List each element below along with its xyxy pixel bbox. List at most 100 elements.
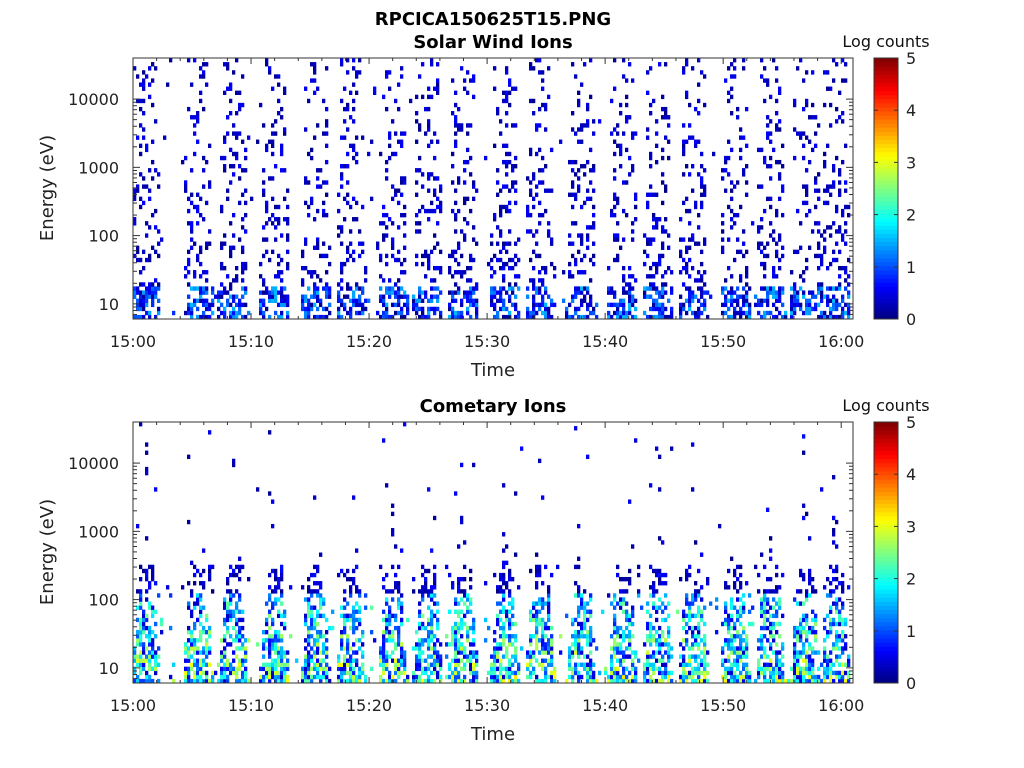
spectrogram-cell bbox=[427, 617, 431, 623]
spectrogram-cell bbox=[202, 629, 206, 635]
spectrogram-cell bbox=[457, 176, 461, 181]
spectrogram-cell bbox=[619, 245, 623, 250]
spectrogram-cell bbox=[493, 302, 497, 308]
spectrogram-cell bbox=[829, 86, 833, 91]
spectrogram-cell bbox=[778, 176, 782, 181]
spectrogram-cell bbox=[199, 261, 203, 267]
spectrogram-cell bbox=[805, 302, 809, 308]
spectrogram-cell bbox=[814, 221, 818, 226]
spectrogram-cell bbox=[193, 601, 197, 606]
spectrogram-cell bbox=[772, 666, 776, 672]
spectrogram-cell bbox=[205, 629, 209, 635]
spectrogram-cell bbox=[340, 568, 344, 574]
spectrogram-cell bbox=[157, 306, 161, 312]
spectrogram-cell bbox=[208, 184, 212, 189]
spectrogram-cell bbox=[463, 654, 467, 659]
spectrogram-cell bbox=[778, 172, 782, 177]
spectrogram-cell bbox=[457, 314, 461, 320]
spectrogram-cell bbox=[280, 278, 284, 283]
spectrogram-cell bbox=[736, 237, 740, 242]
spectrogram-cell bbox=[655, 572, 659, 578]
spectrogram-cell bbox=[577, 670, 581, 676]
spectrogram-cell bbox=[433, 650, 437, 655]
spectrogram-cell bbox=[583, 609, 587, 614]
spectrogram-cell bbox=[778, 86, 782, 91]
spectrogram-cell bbox=[379, 253, 383, 259]
spectrogram-cell bbox=[730, 94, 734, 100]
spectrogram-cell bbox=[310, 678, 314, 684]
spectrogram-cell bbox=[694, 670, 698, 676]
spectrogram-cell bbox=[268, 678, 272, 684]
spectrogram-cell bbox=[805, 589, 809, 594]
spectrogram-cell bbox=[508, 82, 512, 87]
spectrogram-cell bbox=[397, 642, 401, 647]
spectrogram-cell bbox=[244, 212, 248, 218]
spectrogram-cell bbox=[142, 82, 146, 87]
spectrogram-cell bbox=[352, 495, 356, 500]
spectrogram-cell bbox=[703, 306, 707, 312]
spectrogram-cell bbox=[631, 286, 635, 291]
spectrogram-cell bbox=[649, 666, 653, 672]
spectrogram-cell bbox=[724, 674, 728, 680]
spectrogram-cell bbox=[199, 662, 203, 667]
spectrogram-cell bbox=[505, 159, 509, 165]
spectrogram-cell bbox=[757, 241, 761, 246]
spectrogram-cell bbox=[517, 666, 521, 672]
spectrogram-cell bbox=[250, 196, 254, 202]
spectrogram-cell bbox=[697, 212, 701, 218]
spectrogram-cell bbox=[574, 638, 578, 643]
spectrogram-cell bbox=[184, 658, 188, 663]
spectrogram-cell bbox=[793, 625, 797, 631]
spectrogram-cell bbox=[274, 572, 278, 578]
spectrogram-cell bbox=[184, 184, 188, 189]
spectrogram-cell bbox=[667, 642, 671, 647]
spectrogram-cell bbox=[766, 123, 770, 128]
spectrogram-cell bbox=[190, 666, 194, 672]
spectrogram-cell bbox=[589, 298, 593, 303]
spectrogram-cell bbox=[307, 310, 311, 316]
spectrogram-cell bbox=[631, 164, 635, 169]
spectrogram-cell bbox=[475, 282, 479, 287]
spectrogram-cell bbox=[397, 597, 401, 602]
spectrogram-cell bbox=[385, 589, 389, 594]
spectrogram-cell bbox=[436, 674, 440, 680]
spectrogram-cell bbox=[772, 634, 776, 639]
spectrogram-cell bbox=[613, 212, 617, 218]
spectrogram-cell bbox=[502, 483, 506, 488]
spectrogram-cell bbox=[202, 568, 206, 574]
spectrogram-cell bbox=[205, 314, 209, 320]
spectrogram-cell bbox=[613, 621, 617, 627]
spectrogram-cell bbox=[826, 265, 830, 271]
spectrogram-cell bbox=[691, 290, 695, 295]
spectrogram-cell bbox=[745, 662, 749, 667]
spectrogram-cell bbox=[199, 294, 203, 299]
spectrogram-cell bbox=[139, 196, 143, 202]
spectrogram-cell bbox=[214, 294, 218, 299]
spectrogram-cell bbox=[310, 625, 314, 631]
spectrogram-cell bbox=[337, 306, 341, 312]
spectrogram-cell bbox=[535, 642, 539, 647]
spectrogram-cell bbox=[355, 609, 359, 614]
spectrogram-cell bbox=[271, 294, 275, 299]
spectrogram-cell bbox=[655, 217, 659, 222]
spectrogram-cell bbox=[781, 286, 785, 291]
spectrogram-cell bbox=[841, 237, 845, 242]
spectrogram-cell bbox=[316, 670, 320, 676]
spectrogram-cell bbox=[772, 302, 776, 308]
spectrogram-cell bbox=[757, 589, 761, 594]
spectrogram-cell bbox=[433, 188, 437, 193]
spectrogram-cell bbox=[496, 617, 500, 623]
spectrogram-cell bbox=[835, 208, 839, 214]
spectrogram-cell bbox=[844, 188, 848, 193]
spectrogram-cell bbox=[817, 123, 821, 128]
spectrogram-cell bbox=[490, 286, 494, 291]
spectrogram-cell bbox=[655, 131, 659, 136]
spectrogram-cell bbox=[667, 650, 671, 655]
spectrogram-cell bbox=[616, 306, 620, 312]
spectrogram-cell bbox=[244, 290, 248, 295]
spectrogram-cell bbox=[694, 278, 698, 283]
spectrogram-cell bbox=[496, 658, 500, 663]
spectrogram-cell bbox=[154, 278, 158, 283]
spectrogram-cell bbox=[394, 662, 398, 667]
spectrogram-cell bbox=[583, 164, 587, 169]
